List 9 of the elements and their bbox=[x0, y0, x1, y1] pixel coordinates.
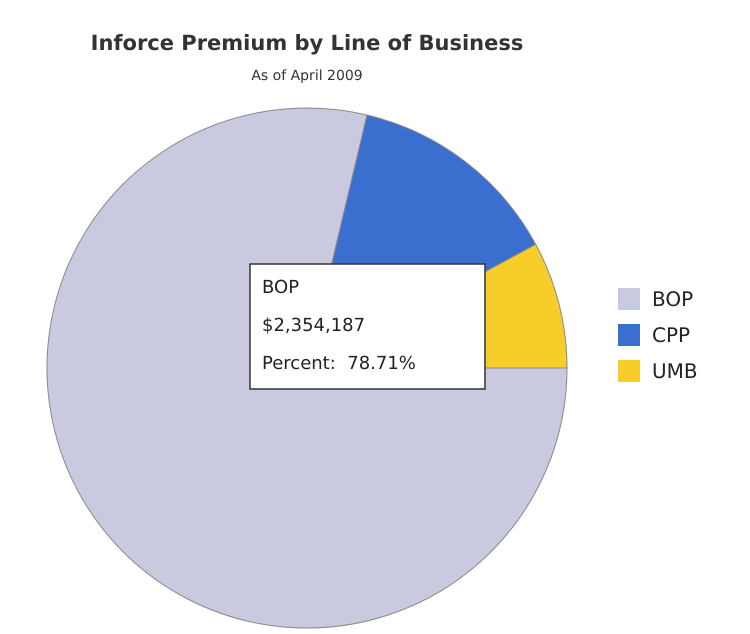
chart-subtitle: As of April 2009 bbox=[251, 68, 363, 84]
text: Percent: 78.71% bbox=[262, 353, 416, 374]
legend-label: UMB bbox=[652, 359, 698, 383]
text: $2,354,187 bbox=[262, 315, 366, 336]
chart-title: Inforce Premium by Line of Business bbox=[90, 31, 524, 55]
text: BOP bbox=[262, 277, 300, 298]
legend-label: CPP bbox=[652, 323, 690, 347]
legend-label: BOP bbox=[652, 287, 694, 311]
pie-slice bbox=[46, 108, 568, 628]
